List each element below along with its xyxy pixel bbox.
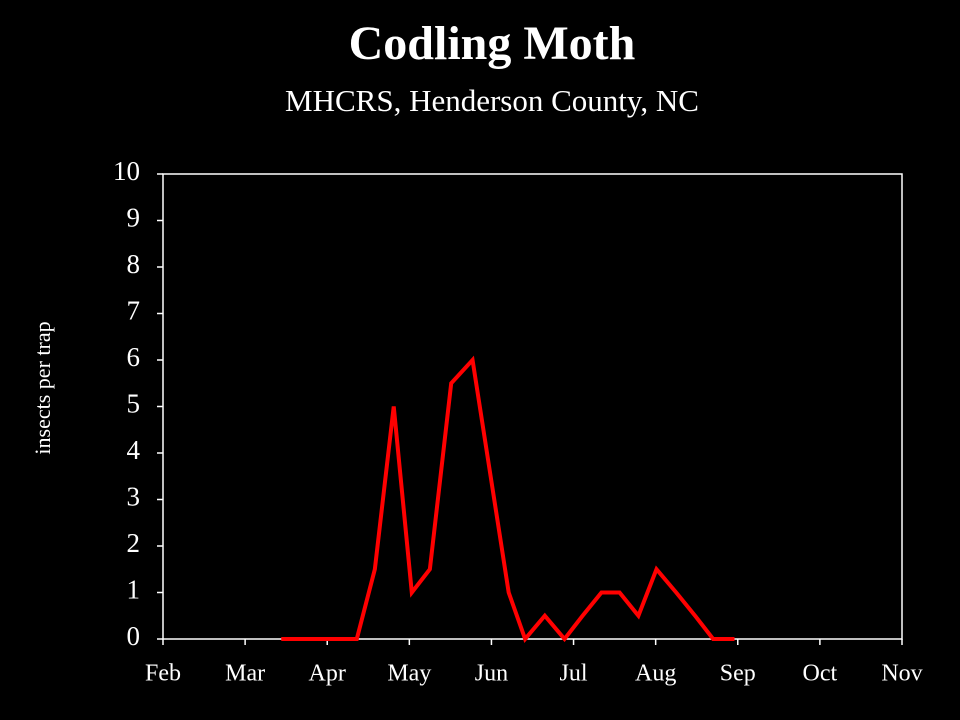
- y-tick-label: 10: [113, 156, 140, 186]
- x-tick-label: Jul: [560, 661, 588, 687]
- y-tick-label: 1: [127, 575, 141, 605]
- y-tick-label: 8: [127, 249, 141, 279]
- y-tick-label: 6: [127, 342, 141, 372]
- y-tick-label: 2: [127, 528, 141, 558]
- y-tick-label: 5: [127, 389, 141, 419]
- x-tick-label: Nov: [881, 661, 922, 687]
- x-tick-label: Apr: [309, 661, 346, 687]
- x-tick-label: Feb: [145, 661, 181, 687]
- x-tick-label: Mar: [225, 661, 265, 687]
- x-tick-label: Oct: [803, 661, 838, 687]
- x-tick-label: Sep: [720, 661, 756, 687]
- y-axis-label: insects per trap: [30, 321, 55, 454]
- x-tick-label: May: [387, 661, 431, 687]
- data-line: [281, 355, 735, 643]
- y-tick-label: 0: [127, 621, 141, 651]
- chart-title: Codling Moth: [349, 17, 636, 70]
- chart-subtitle: MHCRS, Henderson County, NC: [285, 83, 699, 118]
- y-tick-label: 3: [127, 482, 141, 512]
- x-tick-label: Jun: [475, 661, 508, 687]
- y-tick-label: 4: [127, 435, 141, 465]
- x-tick-label: Aug: [635, 661, 676, 687]
- y-tick-label: 9: [127, 203, 141, 233]
- y-tick-label: 7: [127, 296, 141, 326]
